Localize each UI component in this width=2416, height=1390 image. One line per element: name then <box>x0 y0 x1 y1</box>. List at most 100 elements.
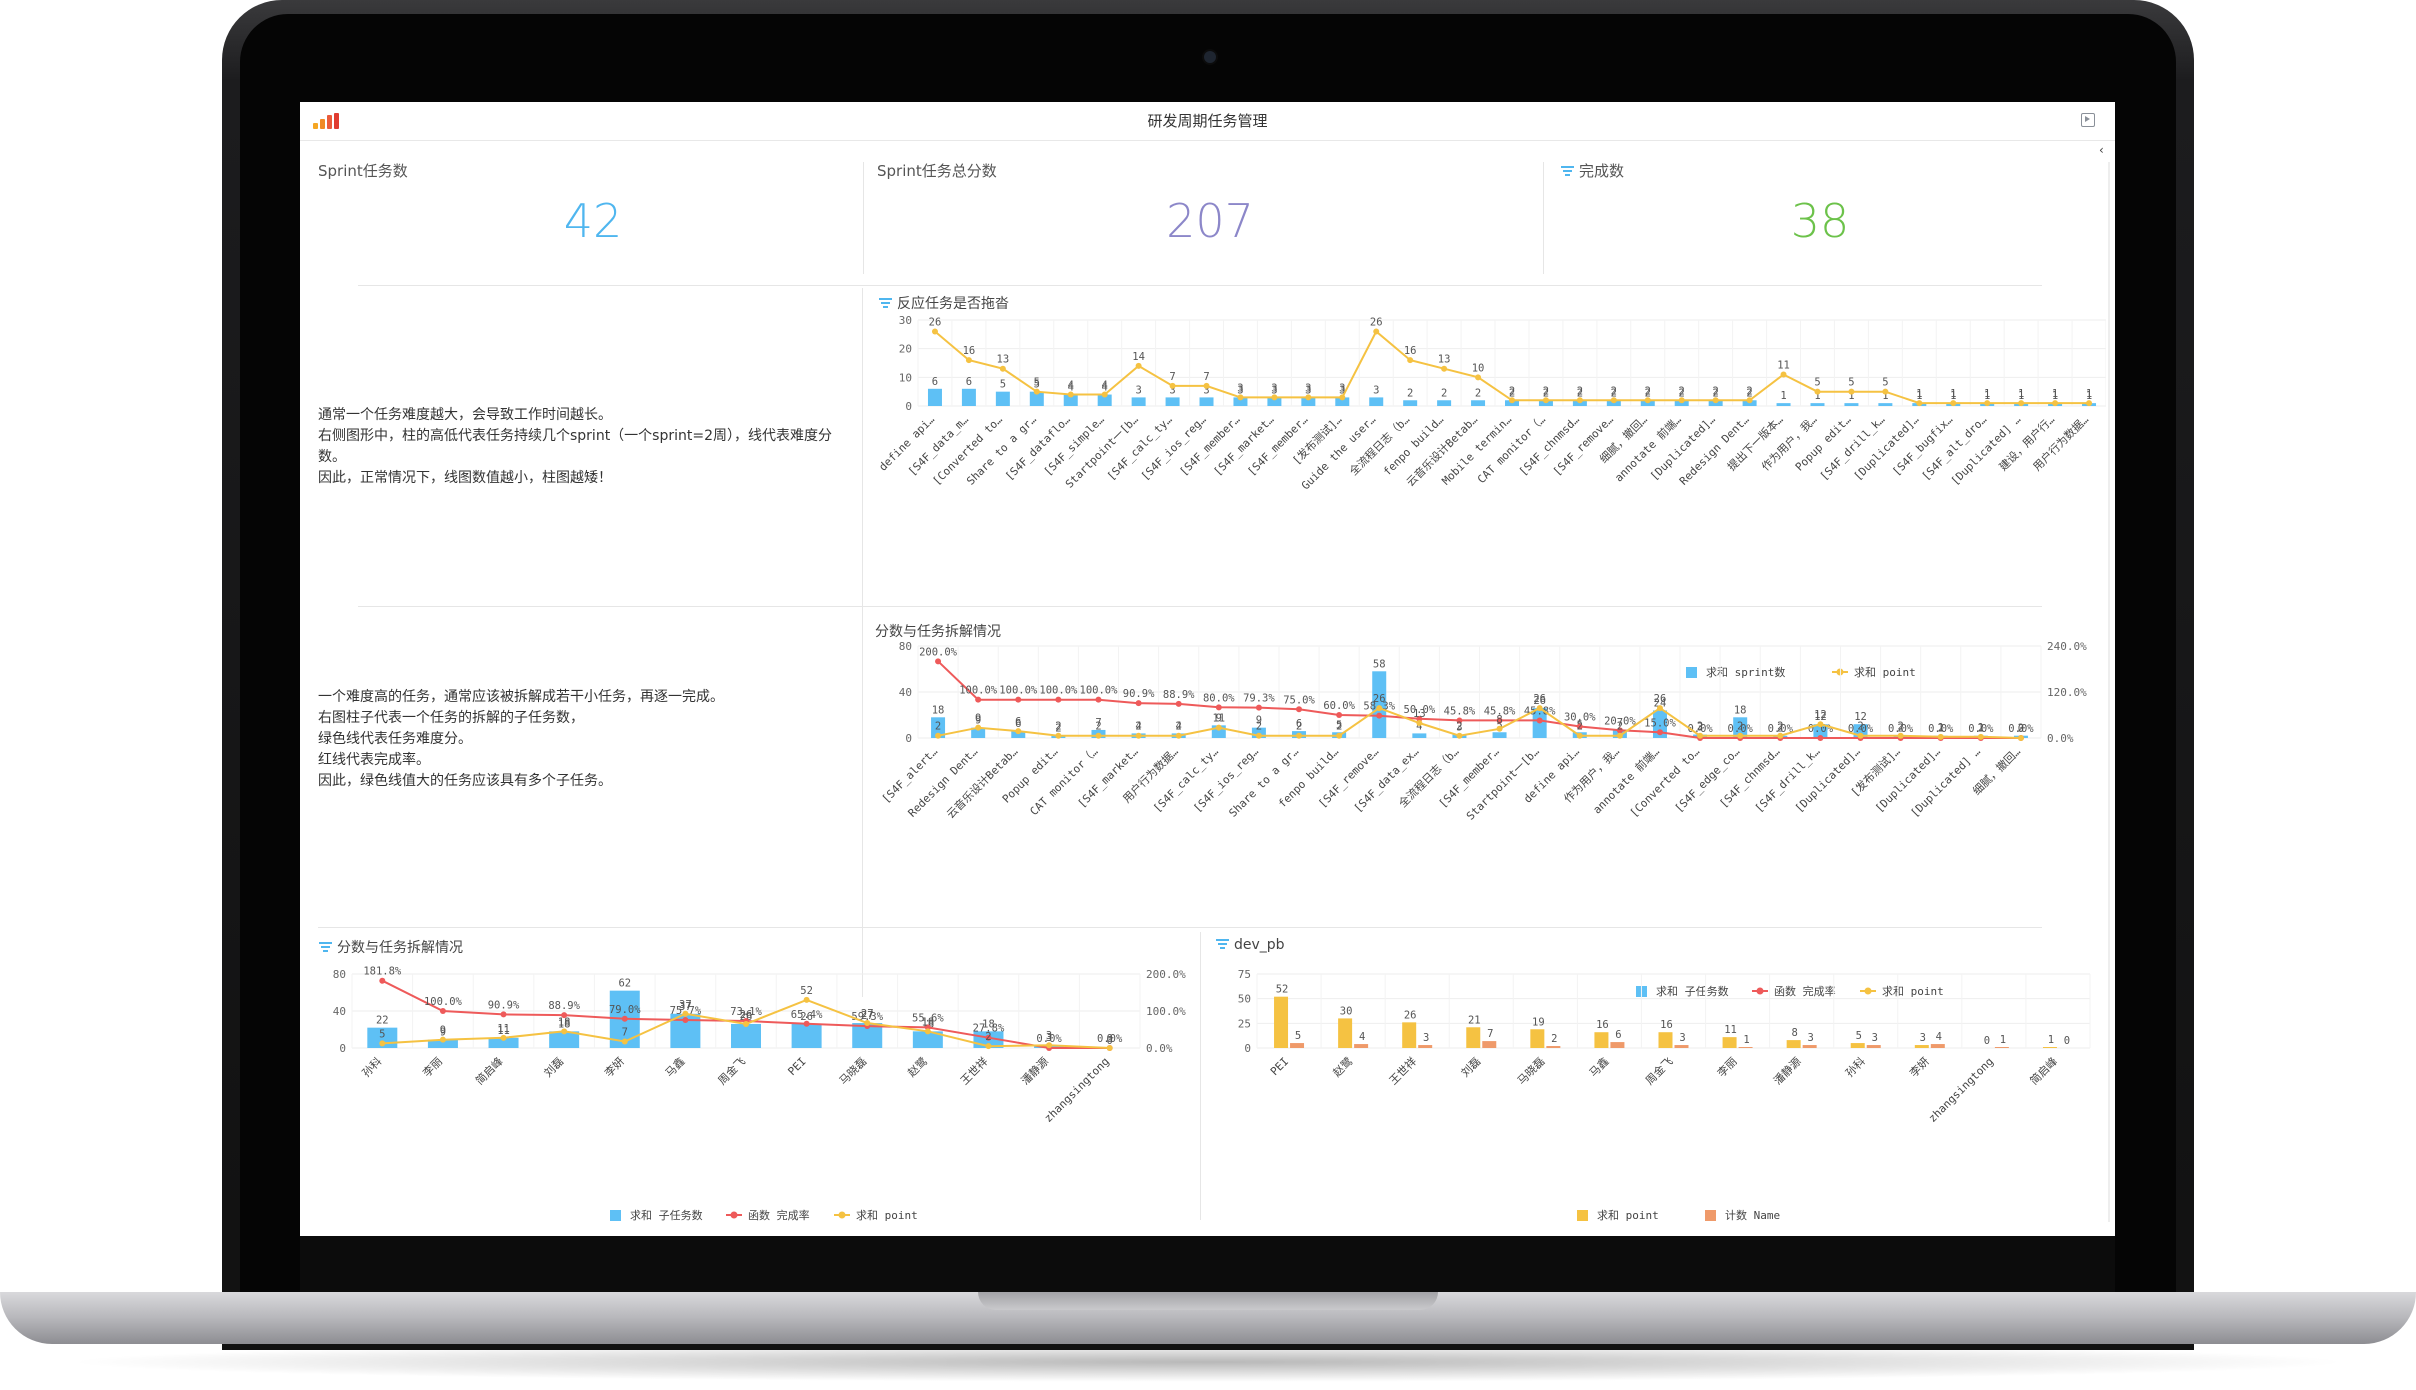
line-point <box>985 1034 992 1041</box>
data-label: 88.9% <box>1163 689 1195 701</box>
data-label: 26 <box>1533 693 1546 705</box>
data-label: 7 <box>1617 717 1623 729</box>
data-label: 181.8% <box>363 966 402 978</box>
bar <box>1930 1044 1945 1048</box>
bar <box>1878 403 1893 406</box>
page-title: 研发周期任务管理 <box>1147 112 1268 130</box>
data-label: 18 <box>922 1016 935 1028</box>
data-label: 2 <box>1055 721 1061 733</box>
data-label: 2 <box>1857 721 1863 733</box>
line-point <box>1984 400 1991 407</box>
data-label: 2 <box>1509 385 1515 397</box>
line-point <box>1237 394 1244 401</box>
data-label: 0.0% <box>2008 723 2034 735</box>
bar <box>488 1037 519 1048</box>
line-point <box>621 1038 628 1045</box>
bar <box>2042 1047 2057 1048</box>
data-label: 3 <box>1920 1032 1926 1044</box>
data-label: 2 <box>935 721 941 733</box>
bar <box>1776 403 1791 406</box>
bar <box>1418 1045 1433 1048</box>
data-label: 19 <box>1532 1016 1545 1028</box>
scrollbar[interactable] <box>2108 162 2110 1222</box>
data-label: 12 <box>1854 711 1867 723</box>
collapse-panel-icon[interactable]: ‹ <box>2099 143 2104 157</box>
bar <box>1492 732 1507 738</box>
legend-label: 函数 完成率 <box>748 1208 810 1222</box>
data-label: 7 <box>1487 1028 1493 1040</box>
layers-icon <box>879 298 892 308</box>
x-tick-label: [S4F_simple… <box>1041 413 1107 479</box>
data-label: 1 <box>1916 388 1922 400</box>
bar <box>1338 1018 1353 1048</box>
bar <box>1097 394 1112 406</box>
line-point <box>1033 388 1040 395</box>
data-label: 3 <box>1135 384 1141 396</box>
exit-fullscreen-icon[interactable] <box>2081 113 2095 127</box>
data-label: 2 <box>1712 385 1718 397</box>
x-tick-label: fenpo build… <box>1381 413 1447 479</box>
data-label: 200.0% <box>919 646 958 658</box>
data-label: 2 <box>1577 721 1583 733</box>
data-label: 2 <box>1456 721 1462 733</box>
y2-tick-label: 100.0% <box>1146 1005 1186 1018</box>
line-point <box>1509 397 1515 404</box>
desc-line: 因此，正常情况下，线图数值越小，柱图越矮！ <box>318 470 612 486</box>
line-point <box>1746 397 1753 404</box>
data-label: 2 <box>1617 721 1623 733</box>
data-label: 2 <box>2018 723 2024 735</box>
data-label: 16 <box>1660 1019 1673 1031</box>
data-label: 3 <box>1305 384 1311 396</box>
bar <box>1372 671 1387 738</box>
data-label: 14 <box>1132 351 1145 363</box>
data-label: 1 <box>1950 390 1956 402</box>
line-point <box>965 357 972 364</box>
data-label: 1 <box>1814 390 1820 402</box>
line-point <box>1339 394 1346 401</box>
x-tick-label: 李妍 <box>1906 1054 1931 1079</box>
line-point <box>1376 705 1383 712</box>
y-tick-label: 0 <box>339 1042 346 1055</box>
bar <box>1652 710 1667 738</box>
y2-tick-label: 0.0% <box>2047 732 2074 745</box>
data-label: 5 <box>1336 719 1342 731</box>
desc-line: 绿色线代表任务难度分。 <box>318 731 472 747</box>
data-label: 2 <box>1296 721 1302 733</box>
data-label: 7 <box>1203 371 1209 383</box>
x-tick-label: 马鑫 <box>662 1054 687 1079</box>
y-tick-label: 20 <box>899 343 912 356</box>
line-point <box>1305 394 1312 401</box>
data-label: 2 <box>1679 387 1685 399</box>
data-label: 18 <box>932 704 945 716</box>
data-label: 73.1% <box>730 1006 762 1018</box>
bar <box>1810 403 1825 406</box>
x-tick-label: [Duplicated] … <box>1908 745 1983 820</box>
line-point <box>2086 400 2093 407</box>
x-tick-label: 周金飞 <box>1642 1054 1675 1087</box>
data-label: 3 <box>1305 382 1311 394</box>
data-label: 0.0% <box>1728 723 1754 735</box>
kpi-sprint-tasks-label: Sprint任务数 <box>318 162 408 180</box>
bar <box>961 388 976 406</box>
y-tick-label: 25 <box>1238 1017 1251 1030</box>
line-point <box>985 1043 992 1050</box>
data-label: 2 <box>1336 721 1342 733</box>
data-label: 2 <box>1577 385 1583 397</box>
data-label: 16 <box>963 345 976 357</box>
desc-line: 通常一个任务难度越大，会导致工作时间越长。 <box>318 407 612 423</box>
data-label: 26 <box>1654 693 1667 705</box>
desc-line: 一个难度高的任务，通常应该被拆解成若干小任务，再逐一完成。 <box>318 689 724 705</box>
bar <box>927 388 942 406</box>
data-label: 4 <box>1359 1031 1365 1043</box>
line-point <box>682 1016 689 1023</box>
data-label: 18 <box>558 1018 571 1030</box>
data-label: 3 <box>1456 722 1462 734</box>
data-label: 2 <box>1679 385 1685 397</box>
bar <box>791 1023 822 1048</box>
data-label: 2 <box>1509 387 1515 399</box>
bar <box>1994 1047 2009 1048</box>
data-label: 11 <box>497 1025 510 1037</box>
data-label: 0.0% <box>1968 723 1994 735</box>
kpi-done-value: 38 <box>1790 194 1850 248</box>
line-point <box>1215 704 1222 711</box>
